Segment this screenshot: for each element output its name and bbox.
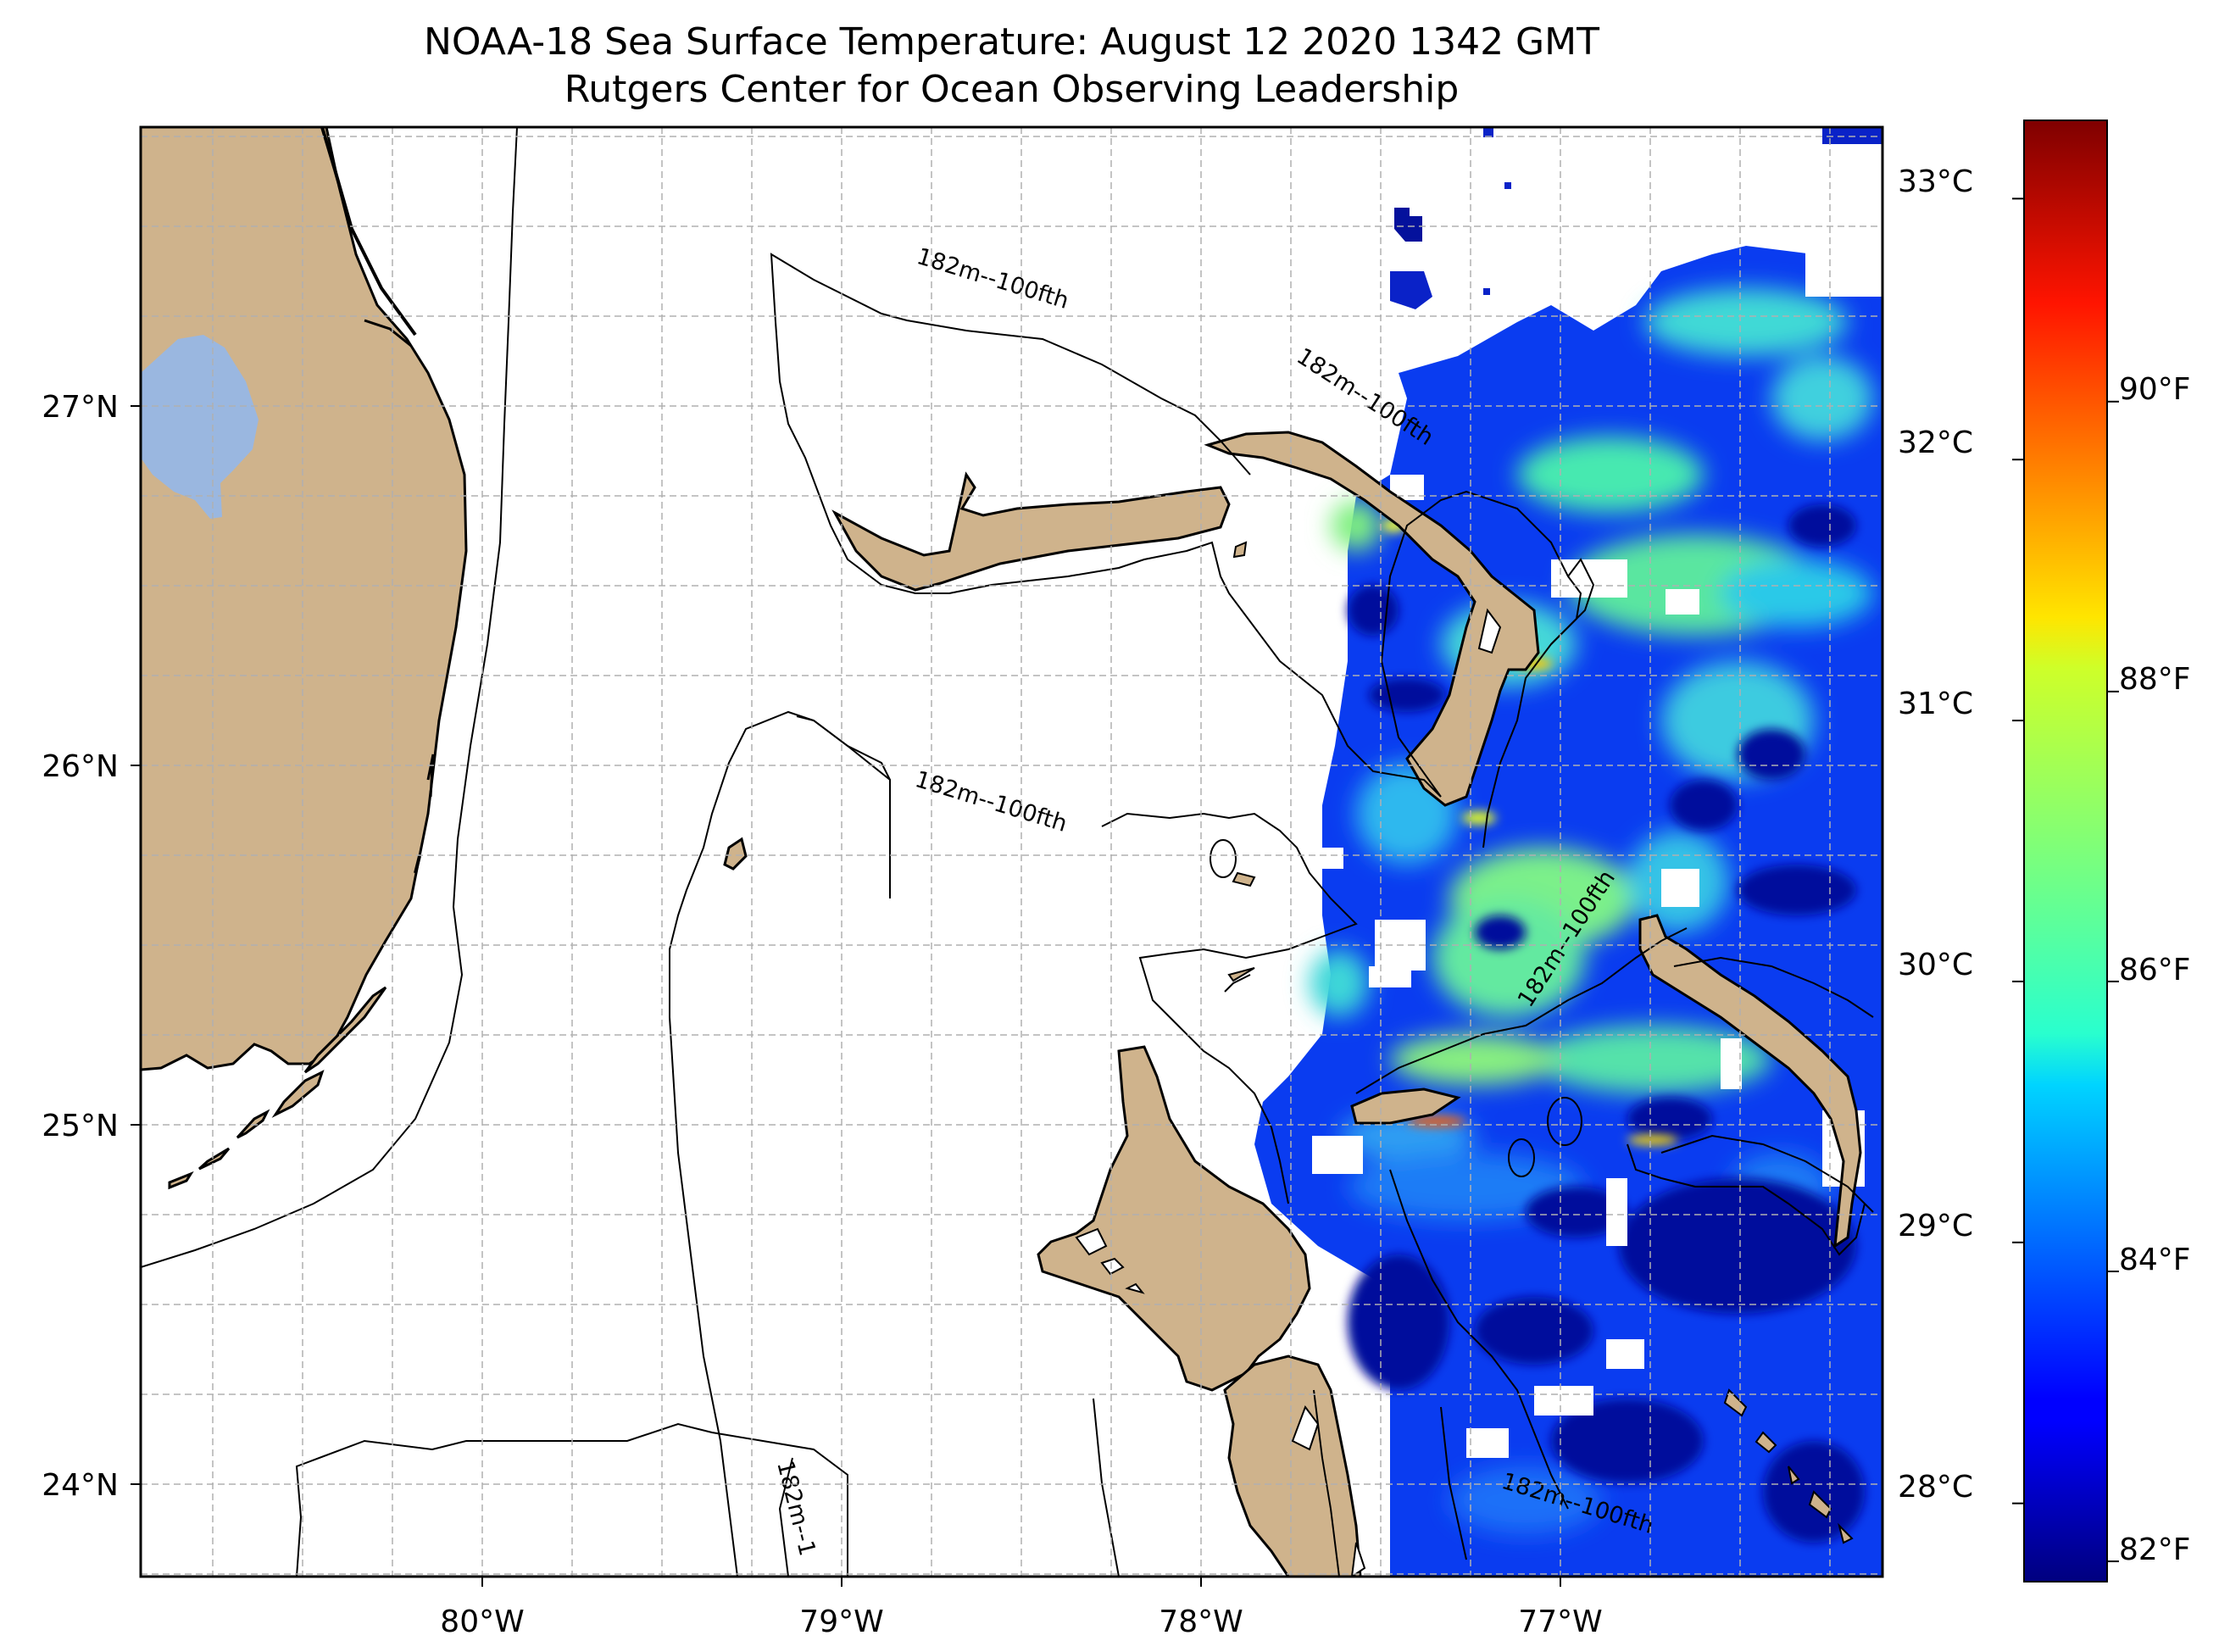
cbar-f-label-90: 90°F [2119, 372, 2191, 407]
andros-island [1037, 1045, 1311, 1392]
cbar-c-label-33: 33°C [1898, 164, 1973, 199]
lake-okeechobee [141, 335, 259, 519]
grand-bahama [831, 471, 1231, 592]
cbar-f-label-88: 88°F [2119, 662, 2191, 697]
cbar-c-label-32: 32°C [1898, 426, 1973, 460]
lat-label-26n: 26°N [42, 749, 119, 784]
cbar-f-label-82: 82°F [2119, 1532, 2191, 1567]
lon-tick-labels: 80°W 79°W 78°W 77°W [440, 1605, 1602, 1639]
lon-label-79w: 79°W [799, 1605, 883, 1639]
axis-ticks [131, 405, 1561, 1587]
florida-keys [168, 986, 387, 1190]
map-subtitle: Rutgers Center for Ocean Observing Leade… [564, 68, 1460, 111]
lat-label-27n: 27°N [42, 390, 119, 425]
lon-label-77w: 77°W [1518, 1605, 1602, 1639]
eleuthera [1638, 914, 1862, 1249]
great-abaco [1204, 431, 1540, 807]
cbar-c-label-29: 29°C [1898, 1209, 1973, 1243]
lon-label-78w: 78°W [1159, 1605, 1243, 1639]
cbar-f-label-84: 84°F [2119, 1243, 2191, 1277]
lat-label-24n: 24°N [42, 1468, 119, 1503]
cbar-c-label-31: 31°C [1898, 687, 1973, 721]
colorbar-gradient [2023, 120, 2108, 1582]
lon-label-80w: 80°W [440, 1605, 524, 1639]
lat-tick-labels: 27°N 26°N 25°N 24°N [42, 390, 119, 1503]
lat-label-25n: 25°N [42, 1109, 119, 1143]
isobath-contours [141, 127, 1874, 1577]
gridlines [141, 127, 1882, 1577]
sst-field [1254, 127, 1882, 1577]
colorbar: 33°C 32°C 31°C 30°C 29°C 28°C 90°F 88°F … [1898, 120, 2191, 1582]
plot-border [139, 125, 1884, 1578]
map-title: NOAA-18 Sea Surface Temperature: August … [424, 20, 1599, 64]
cbar-c-label-28: 28°C [1898, 1470, 1973, 1505]
cbar-f-label-86: 86°F [2119, 953, 2191, 987]
cbar-c-label-30: 30°C [1898, 948, 1973, 982]
